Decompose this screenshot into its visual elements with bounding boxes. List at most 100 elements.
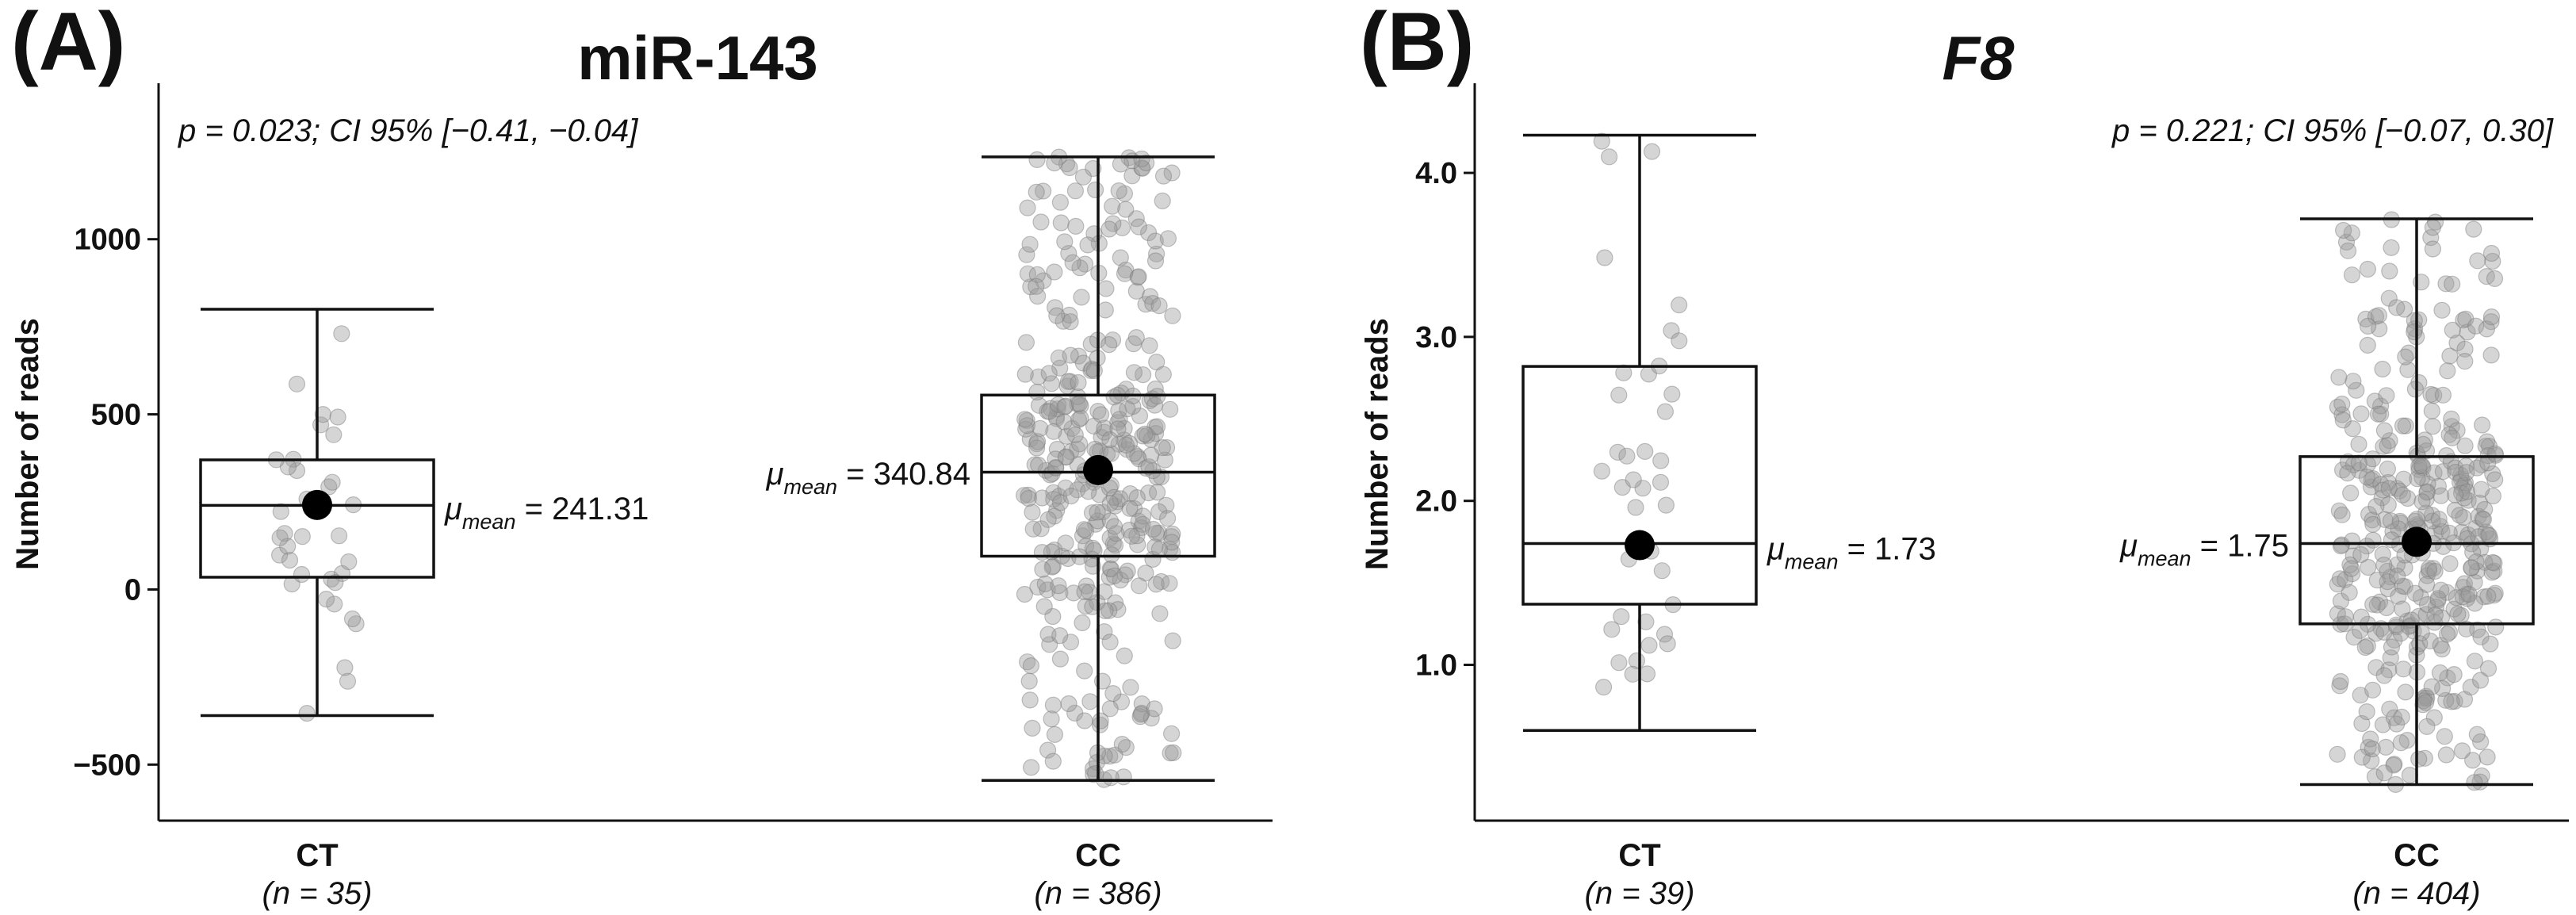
data-point	[2466, 774, 2483, 791]
data-point	[1159, 230, 1177, 247]
data-point	[2443, 693, 2460, 710]
data-point	[2388, 715, 2406, 733]
data-point	[2453, 742, 2471, 760]
data-point	[1106, 497, 1124, 515]
data-point	[1146, 232, 1164, 250]
data-point	[293, 527, 311, 546]
data-point	[1083, 360, 1100, 377]
data-point	[1634, 480, 1652, 497]
mean-symbol: μ	[1766, 532, 1785, 567]
data-point	[1106, 594, 1124, 611]
data-point	[1643, 143, 1661, 160]
data-point	[2331, 570, 2348, 588]
data-point	[1656, 403, 1674, 420]
data-point	[1019, 265, 1037, 282]
data-point	[347, 615, 365, 633]
data-point	[2476, 500, 2494, 519]
data-point	[1139, 224, 1158, 242]
data-point	[1663, 385, 1681, 403]
data-point	[2409, 470, 2426, 488]
data-point	[2335, 221, 2352, 239]
data-point	[1109, 420, 1127, 438]
data-point	[1640, 637, 1658, 654]
data-point	[2434, 386, 2452, 404]
data-point	[1039, 403, 1056, 420]
data-point	[2352, 546, 2370, 564]
data-point	[2350, 435, 2367, 453]
data-point	[1064, 254, 1081, 271]
data-point	[1050, 349, 1068, 366]
data-point	[1048, 502, 1066, 519]
data-point	[1070, 395, 1089, 412]
data-point	[1065, 584, 1082, 602]
data-point	[1134, 366, 1152, 384]
data-point	[1146, 538, 1164, 556]
category-label: CC	[2394, 838, 2440, 873]
data-point	[2417, 606, 2435, 623]
data-point	[2455, 575, 2473, 592]
data-point	[1057, 397, 1074, 415]
data-point	[2432, 487, 2450, 504]
data-point	[2394, 660, 2412, 678]
data-point	[1046, 541, 1063, 559]
data-point	[2363, 471, 2380, 489]
mean-value: 241.31	[552, 492, 649, 526]
data-point	[1085, 417, 1103, 435]
data-point	[1057, 479, 1074, 496]
data-point	[2444, 321, 2461, 339]
data-point	[2486, 586, 2503, 604]
data-point	[1163, 164, 1181, 182]
mean-equals: =	[837, 457, 874, 492]
data-point	[2410, 750, 2428, 768]
data-point	[1072, 397, 1089, 415]
data-point	[1123, 527, 1141, 545]
data-point	[2329, 398, 2346, 416]
data-point	[2458, 590, 2476, 607]
data-point	[1089, 503, 1106, 521]
data-point	[1165, 744, 1182, 762]
data-point	[1034, 561, 1051, 578]
data-point	[1116, 431, 1133, 449]
data-point	[2345, 628, 2363, 646]
data-point	[2447, 463, 2464, 481]
data-point	[1100, 479, 1119, 497]
data-point	[1120, 435, 1139, 452]
data-point	[1039, 626, 1057, 643]
data-point	[1017, 420, 1035, 438]
data-point	[2413, 457, 2431, 475]
data-point	[2333, 395, 2351, 413]
data-point	[2414, 459, 2432, 477]
data-point	[2364, 681, 2382, 699]
data-point	[1070, 373, 1087, 392]
data-point	[1105, 518, 1123, 535]
data-point	[1084, 598, 1101, 615]
data-point	[1131, 407, 1149, 425]
data-point	[1101, 431, 1119, 449]
data-point	[1106, 746, 1123, 764]
data-point	[2360, 738, 2377, 756]
data-point	[1162, 745, 1179, 762]
data-point	[2427, 599, 2445, 616]
data-point	[2372, 405, 2390, 423]
data-point	[1102, 561, 1120, 578]
data-point	[2388, 556, 2406, 573]
data-point	[323, 473, 341, 491]
data-point	[1066, 704, 1084, 722]
data-point	[1069, 481, 1086, 499]
data-point	[2382, 649, 2399, 667]
data-point	[1154, 366, 1172, 383]
data-point	[1101, 529, 1119, 547]
data-point	[2392, 734, 2409, 752]
data-point	[1086, 181, 1104, 199]
data-point	[2452, 473, 2469, 491]
data-point	[271, 529, 289, 546]
data-point	[1051, 650, 1070, 668]
data-point	[1146, 424, 1165, 442]
data-point	[2482, 346, 2500, 364]
data-point	[2362, 478, 2380, 496]
data-point	[1593, 132, 1610, 150]
data-point	[2469, 621, 2486, 639]
data-point	[1069, 388, 1087, 405]
sample-size-label: (n = 386)	[1034, 876, 1162, 911]
